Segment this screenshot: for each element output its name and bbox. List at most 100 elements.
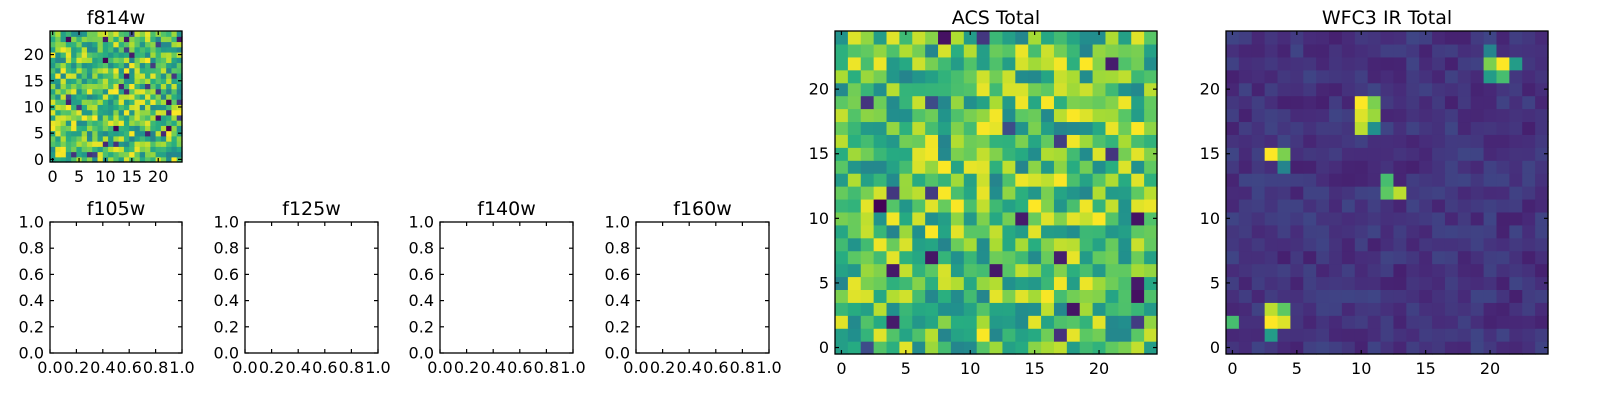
heatmap-cell — [1079, 134, 1094, 148]
heatmap-cell — [65, 78, 72, 84]
heatmap-cell — [1316, 134, 1330, 148]
heatmap-cell — [1303, 56, 1317, 71]
heatmap-cell — [1329, 160, 1343, 174]
heatmap-cell — [155, 104, 162, 111]
heatmap-cell — [1535, 69, 1549, 84]
heatmap-cell — [1264, 315, 1279, 329]
heatmap-cell — [938, 315, 952, 329]
heatmap-cell — [1406, 224, 1420, 239]
heatmap-cell — [1406, 160, 1420, 174]
heatmap-cell — [160, 130, 167, 137]
heatmap-cell — [1238, 121, 1253, 135]
heatmap-cell — [1226, 328, 1240, 342]
heatmap-cell — [1118, 328, 1132, 342]
heatmap-cell — [50, 67, 56, 74]
heatmap-cell — [118, 93, 125, 100]
heatmap-cell — [1290, 43, 1304, 58]
ytick-label: 0.0 — [605, 344, 630, 363]
heatmap-cell — [113, 135, 120, 142]
heatmap-cell — [97, 83, 104, 90]
heatmap-cell — [886, 263, 900, 278]
heatmap-cell — [102, 83, 109, 90]
heatmap-cell — [899, 198, 913, 213]
heatmap-cell — [1316, 328, 1330, 342]
heatmap-cell — [1329, 198, 1343, 213]
heatmap-cell — [55, 120, 62, 126]
heatmap-cell — [1105, 56, 1119, 71]
heatmap-cell — [912, 328, 926, 342]
heatmap-cell — [71, 83, 77, 90]
heatmap-cell — [1470, 43, 1485, 58]
heatmap-cell — [118, 135, 125, 142]
heatmap-cell — [139, 146, 146, 153]
heatmap-cell — [145, 151, 151, 158]
heatmap-cell — [1144, 69, 1158, 84]
heatmap-cell — [1226, 289, 1240, 303]
heatmap-cell — [1053, 147, 1068, 161]
heatmap-cell — [166, 93, 173, 100]
heatmap-cell — [1329, 237, 1343, 252]
heatmap-cell — [129, 46, 136, 53]
heatmap-cell — [76, 141, 83, 147]
ytick-label: 20 — [809, 80, 829, 99]
heatmap-cell — [1535, 134, 1549, 148]
heatmap-cell — [950, 224, 965, 239]
heatmap-cell — [60, 125, 67, 132]
heatmap-cell — [1316, 31, 1330, 45]
heatmap-cell — [976, 315, 991, 329]
heatmap-cell — [1380, 289, 1395, 303]
heatmap-cell — [108, 88, 114, 95]
heatmap-cell — [1226, 341, 1240, 355]
ytick-label: 0.8 — [19, 239, 44, 258]
heatmap-cell — [1457, 160, 1472, 174]
heatmap-cell — [925, 341, 939, 355]
heatmap-cell — [1105, 108, 1119, 123]
heatmap-cell — [1380, 315, 1395, 329]
heatmap-cell — [1079, 173, 1094, 187]
heatmap-cell — [899, 289, 913, 303]
heatmap-cell — [1028, 198, 1042, 213]
heatmap-cell — [1066, 289, 1081, 303]
heatmap-cell — [1238, 69, 1253, 84]
heatmap-cell — [1053, 289, 1068, 303]
xtick-label: 1.0 — [756, 358, 781, 377]
heatmap-cell — [160, 67, 167, 74]
heatmap-cell — [976, 211, 991, 226]
heatmap-cell — [1092, 43, 1107, 58]
heatmap-cell — [873, 328, 888, 342]
heatmap-cell — [108, 151, 114, 158]
heatmap-cell — [886, 108, 900, 123]
heatmap-cell — [150, 135, 157, 142]
heatmap-cell — [976, 186, 991, 200]
heatmap-cell — [113, 88, 120, 95]
heatmap-cell — [912, 250, 926, 265]
heatmap-cell — [1277, 147, 1291, 161]
heatmap-cell — [1406, 341, 1420, 355]
heatmap-cell — [1509, 160, 1523, 174]
heatmap-cell — [1393, 43, 1407, 58]
heatmap-cell — [1105, 237, 1119, 252]
heatmap-cell — [912, 237, 926, 252]
heatmap-cell — [50, 146, 56, 153]
heatmap-cell — [123, 151, 130, 158]
heatmap-cell — [1316, 289, 1330, 303]
heatmap-cell — [1522, 160, 1536, 174]
heatmap-cell — [1041, 121, 1055, 135]
heatmap-cell — [145, 57, 151, 64]
heatmap-cell — [92, 130, 99, 137]
heatmap-cell — [1522, 302, 1536, 316]
heatmap-cell — [925, 121, 939, 135]
heatmap-cell — [1483, 315, 1498, 329]
heatmap-cell — [55, 88, 62, 95]
heatmap-cell — [171, 57, 178, 64]
heatmap-cell — [1406, 173, 1420, 187]
heatmap-cell — [1367, 134, 1382, 148]
heatmap-cell — [65, 120, 72, 126]
heatmap-cell — [145, 67, 151, 74]
heatmap-cell — [1041, 95, 1055, 110]
heatmap-cell — [1354, 211, 1369, 226]
heatmap-cell — [123, 88, 130, 95]
heatmap-cell — [160, 83, 167, 90]
heatmap-cell — [1444, 95, 1459, 110]
